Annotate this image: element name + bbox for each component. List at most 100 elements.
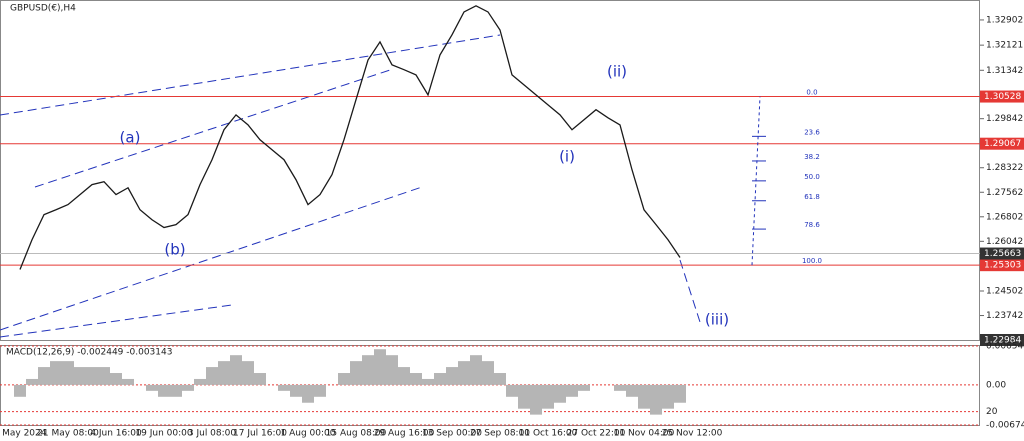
macd-bar	[518, 384, 530, 409]
macd-bar	[554, 384, 566, 403]
macd-bar	[566, 384, 578, 397]
macd-bar	[614, 384, 626, 391]
macd-bar	[374, 349, 386, 385]
level-box	[980, 90, 1024, 103]
price-line	[19, 5, 681, 270]
level-label: 1.29067	[984, 139, 1021, 149]
level-label: 1.22984	[984, 336, 1021, 346]
macd-bar	[182, 384, 194, 391]
y-tick-label: 1.24502	[986, 287, 1023, 297]
macd-bar	[14, 384, 26, 397]
macd-bar	[254, 373, 266, 385]
fib-label: 50.0	[804, 173, 820, 181]
level-box	[980, 259, 1024, 272]
macd-bar	[170, 384, 182, 397]
macd-bar	[146, 384, 158, 391]
x-tick-label: 15 Aug 08:00	[326, 429, 387, 439]
macd-bar	[194, 378, 206, 385]
macd-bar	[542, 384, 554, 409]
wave-label: (a)	[120, 129, 141, 147]
x-tick-label: 3 Jul 08:00	[188, 429, 237, 439]
macd-bar	[338, 373, 350, 385]
macd-title: MACD(12,26,9) -0.002449 -0.003143	[6, 348, 172, 358]
x-tick-label: 17 Jul 16:00	[233, 429, 287, 439]
fib-label: 38.2	[804, 153, 820, 161]
macd-bar	[494, 373, 506, 385]
x-tick-label: 27 Oct 22:00	[567, 429, 626, 439]
macd-bar	[434, 373, 446, 385]
y-tick-label: 1.27562	[986, 188, 1023, 198]
level-box	[980, 137, 1024, 150]
x-tick-label: 27 Sep 08:00	[470, 429, 530, 439]
macd-bar	[158, 384, 170, 397]
fib-label: 0.0	[806, 89, 817, 97]
y-tick-label: 1.26802	[986, 212, 1023, 222]
trendline	[0, 186, 423, 331]
macd-bar	[74, 367, 86, 385]
macd-bar	[290, 384, 302, 397]
x-tick-label: 1 Aug 00:00	[281, 429, 336, 439]
level-box	[980, 334, 1024, 346]
macd-bar	[662, 384, 674, 409]
x-tick-label: 19 Jun 00:00	[135, 429, 192, 439]
macd-bar	[470, 355, 482, 385]
fib-label: 78.6	[804, 221, 820, 229]
macd-bar	[242, 361, 254, 385]
macd-bar	[314, 384, 326, 397]
macd-bar	[50, 361, 62, 385]
macd-bar	[650, 384, 662, 415]
trendline	[0, 34, 501, 116]
level-label: 1.30528	[984, 92, 1021, 102]
macd-bar	[230, 355, 242, 385]
x-tick-label: 7 May 2024	[0, 429, 47, 439]
macd-bar	[278, 384, 290, 391]
x-tick-label: 21 May 08:00	[37, 429, 99, 439]
projection	[679, 259, 701, 323]
macd-bar	[218, 361, 230, 385]
trendline	[34, 69, 391, 188]
macd-bar	[98, 367, 110, 385]
macd-bar	[350, 361, 362, 385]
fib-label: 100.0	[802, 257, 822, 265]
macd-bar	[638, 384, 650, 409]
x-tick-label: 4 Jun 16:00	[90, 429, 142, 439]
macd-panel	[0, 345, 980, 426]
macd-bar	[86, 367, 98, 385]
macd-tick-label: 0.00	[986, 380, 1006, 390]
macd-bar	[506, 384, 518, 397]
macd-bar	[122, 378, 134, 385]
macd-bar	[530, 384, 542, 415]
wave-label: (ii)	[607, 63, 627, 81]
y-tick-label: 1.26042	[986, 237, 1023, 247]
macd-bar	[398, 367, 410, 385]
macd-bar	[422, 378, 434, 385]
macd-bar	[482, 361, 494, 385]
macd-bar	[386, 355, 398, 385]
fib-label: 23.6	[804, 128, 820, 136]
wave-label: (iii)	[705, 311, 729, 329]
x-tick-label: 13 Sep 00:00	[422, 429, 482, 439]
macd-bar	[62, 361, 74, 385]
wave-label: (i)	[559, 148, 575, 166]
y-tick-label: 1.32121	[986, 41, 1023, 51]
macd-bar	[446, 367, 458, 385]
chart-title: GBPUSD(€),H4	[10, 4, 76, 14]
macd-bar	[458, 361, 470, 385]
wave-label: (b)	[164, 241, 185, 259]
macd-bar	[302, 384, 314, 403]
macd-bar	[26, 378, 38, 385]
current-price-box	[980, 247, 1024, 260]
y-tick-label: 1.23742	[986, 311, 1023, 321]
level-label: 1.25303	[984, 261, 1021, 271]
macd-bar	[674, 384, 686, 403]
macd-bar	[206, 367, 218, 385]
y-tick-label: 1.31342	[986, 66, 1023, 76]
macd-bar	[626, 384, 638, 397]
macd-bar	[578, 384, 590, 391]
x-tick-label: 25 Nov 12:00	[662, 429, 723, 439]
y-tick-label: 1.29842	[986, 114, 1023, 124]
macd-tick-label: -0.006745	[986, 421, 1024, 431]
trendline	[0, 304, 233, 338]
